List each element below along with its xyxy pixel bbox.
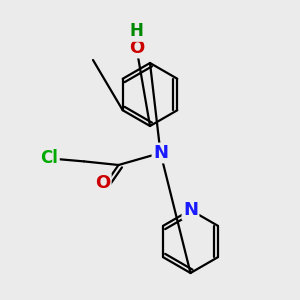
Text: O: O xyxy=(95,174,110,192)
Text: N: N xyxy=(183,201,198,219)
Text: H: H xyxy=(130,22,143,40)
Text: N: N xyxy=(153,144,168,162)
Text: O: O xyxy=(129,39,144,57)
Text: Cl: Cl xyxy=(40,149,58,167)
